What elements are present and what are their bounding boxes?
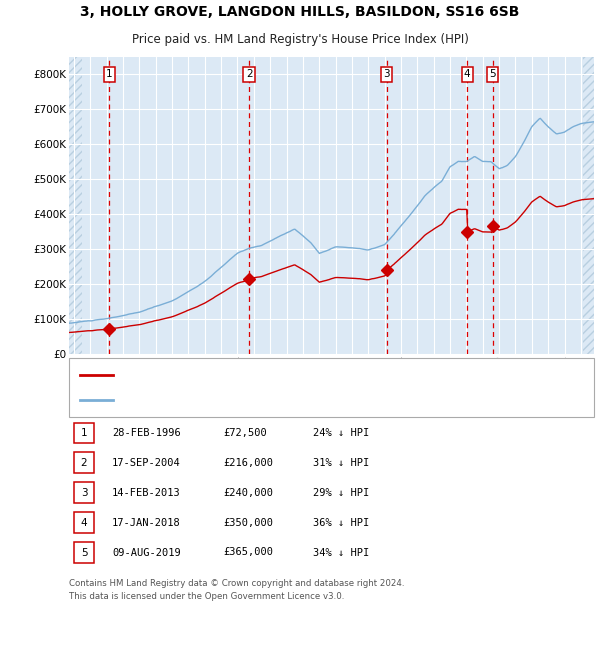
Text: 24% ↓ HPI: 24% ↓ HPI xyxy=(313,428,370,438)
Text: 4: 4 xyxy=(80,517,88,528)
Text: 14-FEB-2013: 14-FEB-2013 xyxy=(112,488,181,498)
Text: 3: 3 xyxy=(383,70,390,79)
Text: 1: 1 xyxy=(106,70,113,79)
Text: 3, HOLLY GROVE, LANGDON HILLS, BASILDON, SS16 6SB (detached house): 3, HOLLY GROVE, LANGDON HILLS, BASILDON,… xyxy=(119,370,485,380)
Text: HPI: Average price, detached house, Basildon: HPI: Average price, detached house, Basi… xyxy=(119,395,341,405)
Text: 34% ↓ HPI: 34% ↓ HPI xyxy=(313,547,370,558)
Text: £72,500: £72,500 xyxy=(223,428,267,438)
Text: 09-AUG-2019: 09-AUG-2019 xyxy=(112,547,181,558)
Text: £365,000: £365,000 xyxy=(223,547,273,558)
Text: 17-JAN-2018: 17-JAN-2018 xyxy=(112,517,181,528)
Text: 28-FEB-1996: 28-FEB-1996 xyxy=(112,428,181,438)
Text: 31% ↓ HPI: 31% ↓ HPI xyxy=(313,458,370,468)
Text: £240,000: £240,000 xyxy=(223,488,273,498)
Text: Contains HM Land Registry data © Crown copyright and database right 2024.
This d: Contains HM Land Registry data © Crown c… xyxy=(69,579,404,601)
Text: 5: 5 xyxy=(80,547,88,558)
Text: Price paid vs. HM Land Registry's House Price Index (HPI): Price paid vs. HM Land Registry's House … xyxy=(131,32,469,46)
Text: 3: 3 xyxy=(80,488,88,498)
Text: 4: 4 xyxy=(464,70,470,79)
Text: 2: 2 xyxy=(80,458,88,468)
Text: 5: 5 xyxy=(490,70,496,79)
Text: 3, HOLLY GROVE, LANGDON HILLS, BASILDON, SS16 6SB: 3, HOLLY GROVE, LANGDON HILLS, BASILDON,… xyxy=(80,5,520,20)
Text: 36% ↓ HPI: 36% ↓ HPI xyxy=(313,517,370,528)
Text: 2: 2 xyxy=(246,70,253,79)
Text: 29% ↓ HPI: 29% ↓ HPI xyxy=(313,488,370,498)
Text: £216,000: £216,000 xyxy=(223,458,273,468)
Text: 17-SEP-2004: 17-SEP-2004 xyxy=(112,458,181,468)
Text: 1: 1 xyxy=(80,428,88,438)
Text: £350,000: £350,000 xyxy=(223,517,273,528)
